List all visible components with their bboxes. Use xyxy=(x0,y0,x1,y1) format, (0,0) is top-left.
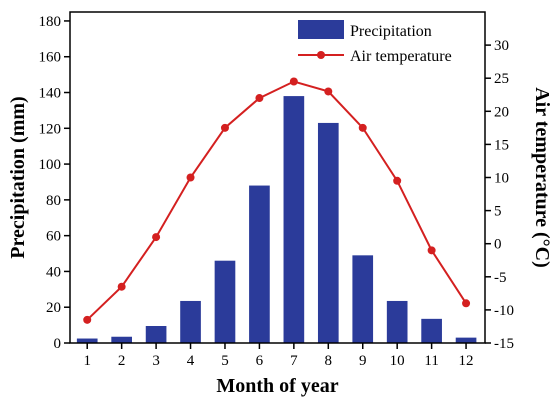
air-temperature-point-10 xyxy=(393,176,402,185)
right-y-tick-label: -10 xyxy=(494,303,514,319)
x-tick-label-9: 9 xyxy=(359,353,367,369)
air-temperature-point-7 xyxy=(289,77,298,86)
air-temperature-point-12 xyxy=(462,299,471,308)
air-temperature-point-8 xyxy=(324,87,333,96)
left-y-tick-label: 40 xyxy=(46,264,61,280)
right-y-tick-label: -15 xyxy=(494,336,514,352)
precip-bar-11 xyxy=(421,318,442,343)
left-y-tick-label: 180 xyxy=(39,14,62,30)
x-tick-label-1: 1 xyxy=(83,353,91,369)
right-y-tick-label: 25 xyxy=(494,71,509,87)
precip-bar-5 xyxy=(214,260,236,343)
precip-bar-1 xyxy=(76,338,98,343)
right-y-tick-label: 30 xyxy=(494,38,509,54)
x-tick-label-3: 3 xyxy=(152,353,160,369)
legend-precipitation-swatch xyxy=(298,20,344,39)
right-y-tick-label: 0 xyxy=(494,237,502,253)
x-tick-label-10: 10 xyxy=(390,353,405,369)
left-y-tick-label: 60 xyxy=(46,229,61,245)
x-tick-label-5: 5 xyxy=(221,353,229,369)
left-y-axis-title: Precipitation (mm) xyxy=(7,96,29,258)
x-tick-label-4: 4 xyxy=(187,353,195,369)
precip-bar-9 xyxy=(352,255,374,343)
air-temperature-point-5 xyxy=(220,123,229,132)
x-tick-label-8: 8 xyxy=(325,353,333,369)
air-temperature-point-4 xyxy=(186,173,195,182)
air-temperature-point-1 xyxy=(83,315,92,324)
left-y-tick-label: 160 xyxy=(39,50,62,66)
precip-bar-3 xyxy=(145,326,167,343)
plot-area: 020406080100120140160180-15-10-505101520… xyxy=(39,11,514,369)
precip-bar-2 xyxy=(111,336,132,343)
left-y-tick-label: 20 xyxy=(46,300,61,316)
air-temperature-line xyxy=(86,80,467,321)
left-y-tick-label: 0 xyxy=(54,336,62,352)
left-y-tick-label: 120 xyxy=(39,121,62,137)
air-temperature-point-11 xyxy=(427,246,436,255)
precip-bar-10 xyxy=(386,300,408,343)
x-axis-title: Month of year xyxy=(216,375,338,397)
air-temperature-point-9 xyxy=(358,123,367,132)
right-y-tick-label: 15 xyxy=(494,137,509,153)
precip-bar-8 xyxy=(317,122,339,343)
right-y-tick-label: 20 xyxy=(494,104,509,120)
right-y-tick-label: -5 xyxy=(494,270,507,286)
precip-bar-12 xyxy=(455,337,477,343)
right-y-axis-title: Air temperature (°C) xyxy=(531,87,550,268)
x-tick-label-2: 2 xyxy=(118,353,126,369)
air-temperature-point-2 xyxy=(117,282,126,291)
legend-precipitation-label: Precipitation xyxy=(350,23,432,40)
left-y-tick-label: 80 xyxy=(46,193,61,209)
precip-bar-4 xyxy=(180,300,201,343)
air-temperature-point-6 xyxy=(255,94,264,103)
left-y-tick-label: 100 xyxy=(39,157,62,173)
right-y-tick-label: 5 xyxy=(494,204,502,220)
left-y-tick-label: 140 xyxy=(39,86,62,102)
right-y-tick-label: 10 xyxy=(494,171,509,187)
x-tick-label-11: 11 xyxy=(424,353,438,369)
x-tick-label-7: 7 xyxy=(290,353,298,369)
x-tick-label-12: 12 xyxy=(459,353,474,369)
legend-temperature-label: Air temperature xyxy=(350,48,452,65)
precip-bar-6 xyxy=(249,185,270,343)
air-temperature-point-3 xyxy=(152,233,161,242)
x-tick-label-6: 6 xyxy=(256,353,264,369)
precip-bar-7 xyxy=(283,96,305,343)
legend-temperature-marker xyxy=(317,51,325,59)
